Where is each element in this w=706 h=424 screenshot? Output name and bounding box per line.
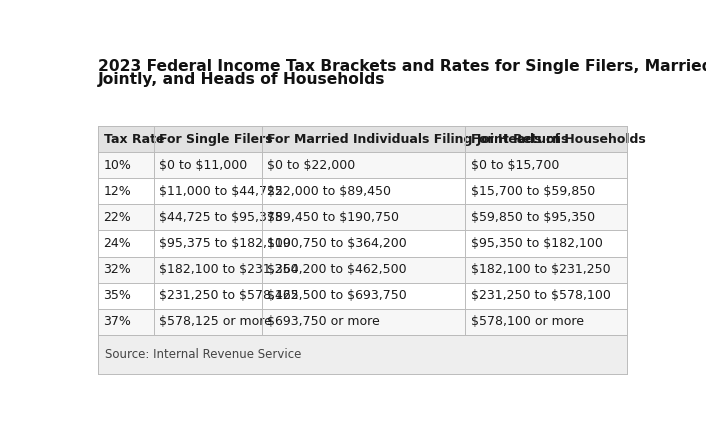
Bar	[98, 126, 154, 152]
Bar	[98, 178, 154, 204]
Text: \$0 to \$22,000: \$0 to \$22,000	[268, 159, 356, 172]
Text: 22%: 22%	[104, 211, 131, 224]
Text: \$0 to \$15,700: \$0 to \$15,700	[471, 159, 559, 172]
Bar	[465, 257, 627, 283]
Text: \$0 to \$11,000: \$0 to \$11,000	[159, 159, 247, 172]
Text: \$95,350 to \$182,100: \$95,350 to \$182,100	[471, 237, 603, 250]
Bar	[154, 204, 262, 231]
Bar	[465, 231, 627, 257]
Text: For Married Individuals Filing Joint Returns: For Married Individuals Filing Joint Ret…	[268, 133, 569, 145]
Bar	[154, 257, 262, 283]
Text: \$15,700 to \$59,850: \$15,700 to \$59,850	[471, 185, 595, 198]
Bar	[465, 152, 627, 178]
Bar	[98, 152, 154, 178]
Bar	[154, 126, 262, 152]
Bar	[465, 178, 627, 204]
Text: 35%: 35%	[104, 289, 131, 302]
Text: Source: Internal Revenue Service: Source: Internal Revenue Service	[104, 348, 301, 361]
Text: \$11,000 to \$44,725: \$11,000 to \$44,725	[159, 185, 283, 198]
Bar	[98, 231, 154, 257]
Text: \$190,750 to \$364,200: \$190,750 to \$364,200	[268, 237, 407, 250]
Text: \$89,450 to \$190,750: \$89,450 to \$190,750	[268, 211, 400, 224]
Bar	[465, 204, 627, 231]
Text: 32%: 32%	[104, 263, 131, 276]
Text: For Heads of Households: For Heads of Households	[471, 133, 646, 145]
Bar	[98, 257, 154, 283]
Text: 24%: 24%	[104, 237, 131, 250]
Text: \$95,375 to \$182,100: \$95,375 to \$182,100	[159, 237, 291, 250]
Text: \$693,750 or more: \$693,750 or more	[268, 315, 380, 328]
Text: \$182,100 to \$231,250: \$182,100 to \$231,250	[159, 263, 299, 276]
Bar	[262, 309, 465, 335]
Bar	[98, 204, 154, 231]
Text: \$182,100 to \$231,250: \$182,100 to \$231,250	[471, 263, 611, 276]
Text: \$22,000 to \$89,450: \$22,000 to \$89,450	[268, 185, 391, 198]
Text: 37%: 37%	[104, 315, 131, 328]
Bar	[98, 335, 627, 374]
Bar	[262, 204, 465, 231]
Text: \$231,250 to \$578,125: \$231,250 to \$578,125	[159, 289, 299, 302]
Bar	[465, 283, 627, 309]
Text: \$231,250 to \$578,100: \$231,250 to \$578,100	[471, 289, 611, 302]
Bar	[262, 257, 465, 283]
Text: \$578,100 or more: \$578,100 or more	[471, 315, 584, 328]
Text: \$578,125 or more: \$578,125 or more	[159, 315, 272, 328]
Bar	[98, 309, 154, 335]
Text: \$364,200 to \$462,500: \$364,200 to \$462,500	[268, 263, 407, 276]
Bar	[154, 283, 262, 309]
Bar	[98, 283, 154, 309]
Text: Jointly, and Heads of Households: Jointly, and Heads of Households	[98, 72, 385, 87]
Bar	[262, 178, 465, 204]
Bar	[262, 283, 465, 309]
Text: \$44,725 to \$95,375: \$44,725 to \$95,375	[159, 211, 283, 224]
Bar	[154, 178, 262, 204]
Text: For Single Filers: For Single Filers	[159, 133, 273, 145]
Bar	[262, 126, 465, 152]
Text: 2023 Federal Income Tax Brackets and Rates for Single Filers, Married Couples Fi: 2023 Federal Income Tax Brackets and Rat…	[98, 59, 706, 74]
Text: \$462,500 to \$693,750: \$462,500 to \$693,750	[268, 289, 407, 302]
Text: \$59,850 to \$95,350: \$59,850 to \$95,350	[471, 211, 595, 224]
Bar	[465, 309, 627, 335]
Bar	[262, 152, 465, 178]
Bar	[262, 231, 465, 257]
Text: 10%: 10%	[104, 159, 131, 172]
Bar	[465, 126, 627, 152]
Text: Tax Rate: Tax Rate	[104, 133, 164, 145]
Bar	[154, 152, 262, 178]
Bar	[154, 309, 262, 335]
Bar	[154, 231, 262, 257]
Text: 12%: 12%	[104, 185, 131, 198]
